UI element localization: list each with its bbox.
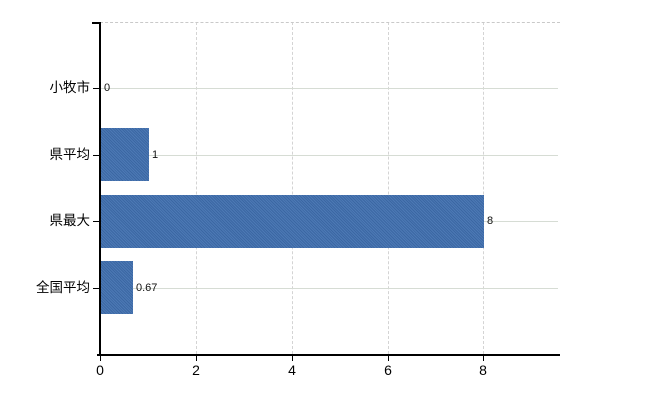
x-axis <box>97 354 560 356</box>
y-axis-top-tick <box>92 22 100 24</box>
category-label: 県平均 <box>49 147 91 162</box>
x-tick-label: 2 <box>192 362 200 378</box>
y-tick <box>93 288 99 289</box>
v-gridline <box>291 22 293 354</box>
x-tick <box>292 356 293 361</box>
x-tick <box>483 356 484 361</box>
v-gridline <box>483 22 485 354</box>
bar <box>101 195 484 248</box>
category-label: 県最大 <box>49 213 91 228</box>
x-tick <box>196 356 197 361</box>
v-gridline <box>195 22 197 354</box>
bar <box>101 128 149 181</box>
plot-top-border <box>100 22 560 23</box>
value-label: 0 <box>104 82 111 94</box>
h-gridline <box>100 155 558 156</box>
category-label: 小牧市 <box>49 80 91 95</box>
value-label: 8 <box>487 215 494 227</box>
y-axis <box>99 22 101 354</box>
y-tick <box>93 88 99 89</box>
value-label: 0.67 <box>136 282 158 294</box>
h-gridline <box>100 88 558 89</box>
y-tick <box>93 155 99 156</box>
x-tick-label: 6 <box>384 362 392 378</box>
x-tick-label: 4 <box>288 362 296 378</box>
x-tick-label: 8 <box>479 362 487 378</box>
bar <box>101 261 133 314</box>
v-gridline <box>387 22 389 354</box>
x-tick <box>100 356 101 361</box>
x-tick <box>388 356 389 361</box>
category-label: 全国平均 <box>36 280 90 295</box>
h-gridline <box>100 288 558 289</box>
x-tick-label: 0 <box>96 362 104 378</box>
y-tick <box>93 221 99 222</box>
value-label: 1 <box>152 149 159 161</box>
